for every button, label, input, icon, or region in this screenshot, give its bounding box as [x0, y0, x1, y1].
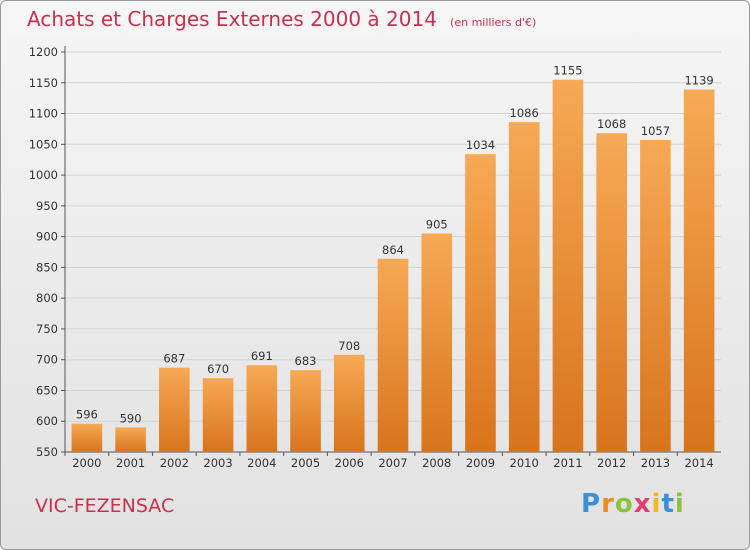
x-tick-label: 2002	[160, 456, 189, 470]
chart-subtitle: (en milliers d'€)	[450, 16, 537, 29]
y-tick-label: 900	[36, 230, 58, 244]
bar-2004	[246, 365, 278, 452]
bar-2009	[465, 154, 496, 452]
x-tick-label: 2001	[116, 456, 145, 470]
y-tick-label: 1200	[29, 45, 58, 59]
logo-letter: r	[601, 489, 615, 519]
y-tick-label: 550	[36, 445, 58, 459]
data-label-2012: 1068	[597, 117, 626, 131]
data-label-2010: 1086	[510, 106, 539, 120]
y-tick-label: 950	[36, 199, 58, 213]
bar-2003	[202, 378, 234, 452]
bars	[71, 79, 715, 453]
x-tick-label: 2007	[378, 456, 407, 470]
bar-2012	[596, 133, 627, 452]
data-label-2001: 590	[120, 411, 142, 425]
data-label-2013: 1057	[641, 124, 670, 138]
logo-letter: x	[633, 489, 652, 519]
bar-2006	[333, 354, 365, 452]
x-tick-label: 2012	[597, 456, 626, 470]
bar-2010	[508, 122, 540, 453]
bar-2008	[421, 233, 453, 452]
labels: 550 600 650 700 750 800 850 900 950 1000 1050 1100 1…	[29, 45, 714, 470]
data-label-2008: 905	[426, 218, 448, 232]
data-label-2007: 864	[382, 243, 404, 257]
x-tick-label: 2008	[422, 456, 451, 470]
x-tick-label: 2003	[203, 456, 232, 470]
x-tick-label: 2011	[553, 456, 582, 470]
x-tick-label: 2000	[72, 456, 101, 470]
x-tick-label: 2014	[684, 456, 713, 470]
title-row: Achats et Charges Externes 2000 à 2014 (…	[27, 7, 536, 31]
y-tick-label: 700	[36, 353, 58, 367]
city-name: VIC-FEZENSAC	[35, 495, 175, 517]
bar-2013	[640, 140, 671, 452]
y-tick-label: 750	[36, 322, 58, 336]
logo-letter: t	[661, 489, 675, 519]
y-tick-label: 800	[36, 291, 58, 305]
logo-letter: o	[614, 489, 634, 519]
bar-2014	[683, 89, 715, 453]
data-label-2005: 683	[295, 354, 317, 368]
chart-title: Achats et Charges Externes 2000 à 2014	[27, 7, 437, 31]
y-tick-label: 1000	[29, 168, 58, 182]
x-tick-label: 2006	[335, 456, 364, 470]
y-tick-label: 650	[36, 383, 58, 397]
data-label-2002: 687	[163, 352, 185, 366]
y-tick-label: 850	[36, 260, 58, 274]
bar-2005	[290, 370, 321, 452]
x-tick-label: 2013	[641, 456, 670, 470]
logo-letter: i	[674, 489, 685, 519]
logo-letter: P	[581, 489, 602, 519]
data-label-2000: 596	[76, 408, 98, 422]
bar-2001	[115, 427, 146, 452]
data-label-2003: 670	[207, 362, 229, 376]
data-label-2011: 1155	[553, 64, 582, 78]
bar-2011	[552, 79, 584, 452]
logo-letter: i	[651, 489, 662, 519]
proxiti-logo: Proxiti	[581, 489, 685, 519]
x-tick-label: 2009	[466, 456, 495, 470]
data-label-2014: 1139	[684, 74, 713, 88]
bar-2007	[377, 258, 409, 452]
x-tick-label: 2010	[510, 456, 539, 470]
data-label-2004: 691	[251, 349, 273, 363]
y-tick-label: 600	[36, 414, 58, 428]
x-tick-label: 2005	[291, 456, 320, 470]
data-label-2009: 1034	[466, 138, 495, 152]
bar-2000	[71, 423, 103, 452]
y-tick-label: 1150	[29, 76, 58, 90]
bar-2002	[159, 367, 190, 452]
y-tick-label: 1050	[29, 137, 58, 151]
y-tick-label: 1100	[29, 107, 58, 121]
data-label-2006: 708	[338, 339, 360, 353]
x-tick-label: 2004	[247, 456, 276, 470]
